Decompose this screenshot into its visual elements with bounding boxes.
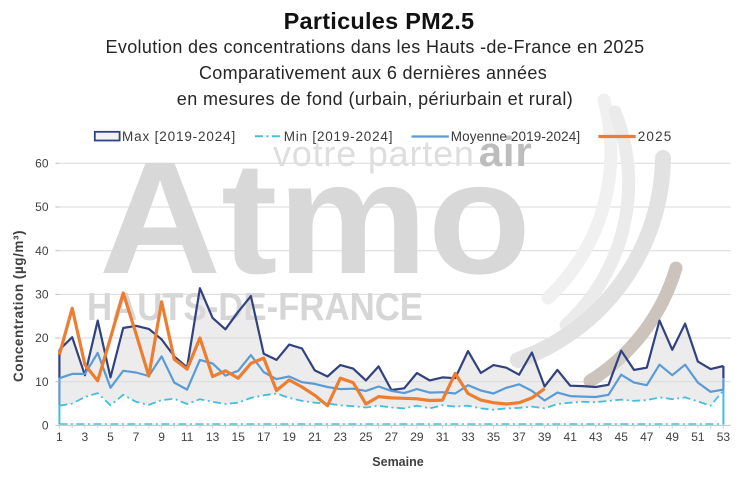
svg-text:40: 40	[35, 244, 49, 258]
svg-text:3: 3	[82, 430, 89, 444]
svg-text:50: 50	[35, 200, 49, 214]
svg-text:15: 15	[232, 430, 246, 444]
svg-text:25: 25	[359, 430, 373, 444]
svg-text:Semaine: Semaine	[372, 455, 423, 469]
svg-text:13: 13	[206, 430, 220, 444]
svg-text:2025: 2025	[638, 129, 673, 144]
svg-text:37: 37	[512, 430, 526, 444]
svg-text:en mesures de fond (urbain, pé: en mesures de fond (urbain, périurbain e…	[177, 89, 573, 109]
svg-text:Comparativement aux 6 dernière: Comparativement aux 6 dernières années	[199, 63, 547, 83]
svg-text:Evolution des concentrations d: Evolution des concentrations dans les Ha…	[105, 37, 644, 57]
svg-text:11: 11	[181, 430, 194, 444]
svg-text:29: 29	[410, 430, 424, 444]
svg-text:10: 10	[35, 375, 49, 389]
svg-text:33: 33	[461, 430, 475, 444]
svg-text:23: 23	[334, 430, 348, 444]
svg-text:39: 39	[538, 430, 552, 444]
svg-text:19: 19	[283, 430, 297, 444]
svg-text:49: 49	[666, 430, 680, 444]
svg-text:60: 60	[35, 157, 49, 171]
svg-text:53: 53	[717, 430, 731, 444]
svg-text:51: 51	[691, 430, 705, 444]
svg-text:30: 30	[35, 288, 49, 302]
svg-text:Max [2019-2024]: Max [2019-2024]	[122, 129, 236, 144]
svg-text:35: 35	[487, 430, 501, 444]
svg-text:31: 31	[436, 430, 450, 444]
svg-text:21: 21	[308, 430, 322, 444]
svg-text:Atmo: Atmo	[99, 128, 531, 307]
svg-text:0: 0	[42, 419, 49, 433]
svg-text:47: 47	[640, 430, 654, 444]
svg-text:9: 9	[158, 430, 165, 444]
svg-text:43: 43	[589, 430, 603, 444]
svg-text:27: 27	[385, 430, 399, 444]
svg-text:41: 41	[564, 430, 578, 444]
svg-text:17: 17	[257, 430, 271, 444]
svg-text:1: 1	[56, 430, 63, 444]
svg-text:20: 20	[35, 331, 49, 345]
svg-text:Moyenne 2019-2024]: Moyenne 2019-2024]	[451, 129, 580, 144]
svg-text:5: 5	[107, 430, 114, 444]
svg-text:Min [2019-2024]: Min [2019-2024]	[284, 129, 394, 144]
svg-text:Concentration (µg/m³): Concentration (µg/m³)	[11, 230, 26, 382]
svg-text:7: 7	[133, 430, 140, 444]
svg-text:Particules PM2.5: Particules PM2.5	[284, 8, 475, 34]
svg-text:45: 45	[615, 430, 629, 444]
svg-text:votre partenair: votre partenair	[273, 128, 533, 175]
